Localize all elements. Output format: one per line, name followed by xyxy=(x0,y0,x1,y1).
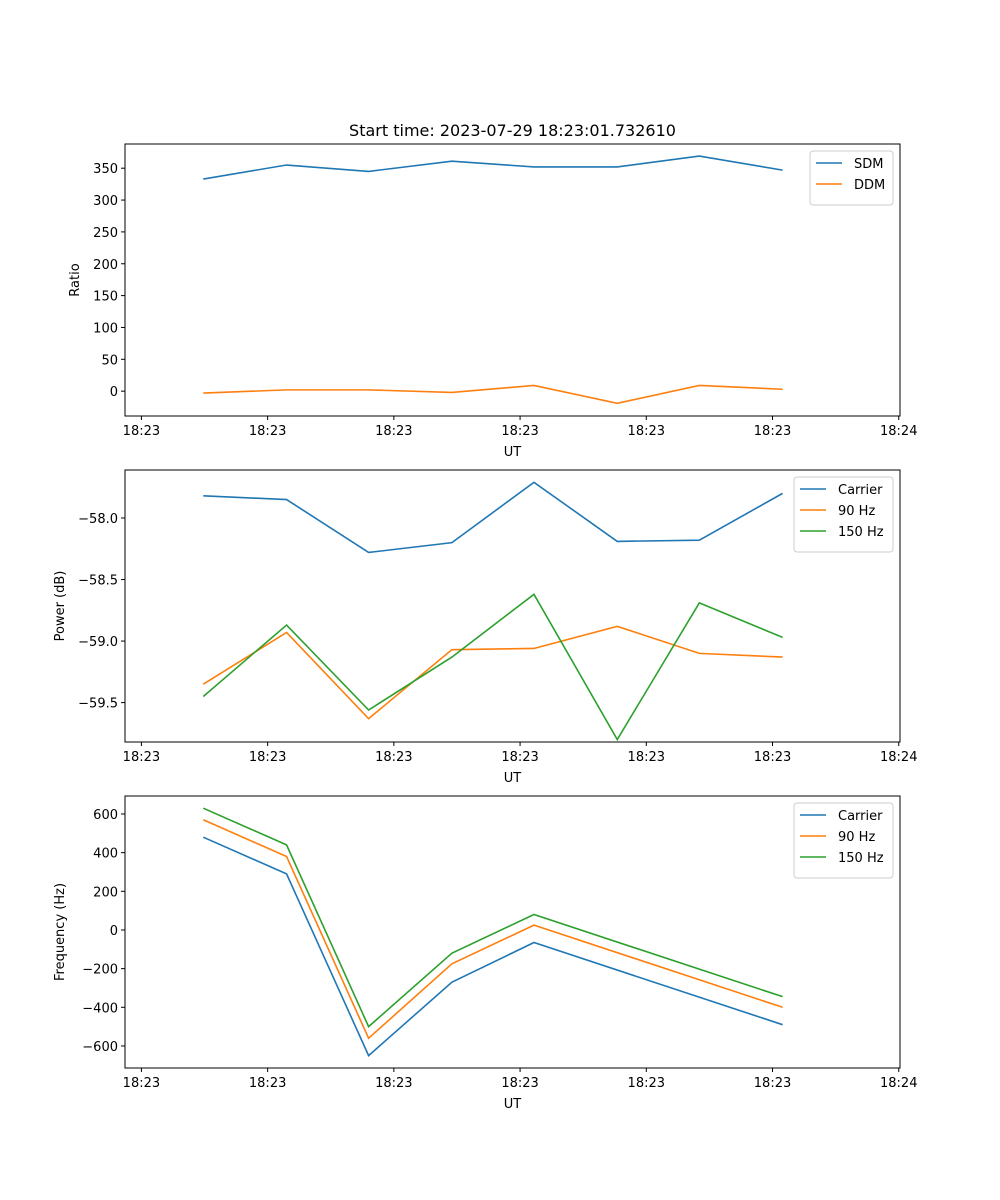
axes-frame xyxy=(124,143,901,417)
x-tick-label: 18:23 xyxy=(249,750,286,765)
series-line-carrier xyxy=(202,836,783,1057)
legend-label: Carrier xyxy=(838,809,883,824)
y-tick-label: 0 xyxy=(110,385,118,400)
x-tick-label: 18:23 xyxy=(123,750,160,765)
x-tick-label: 18:23 xyxy=(375,1076,412,1091)
x-tick-label: 18:23 xyxy=(501,424,538,439)
y-tick-label: 200 xyxy=(93,258,118,273)
series-line-ddm xyxy=(203,384,783,405)
axes-frame xyxy=(124,795,901,1069)
x-tick-label: 18:23 xyxy=(754,750,791,765)
y-tick-label: 600 xyxy=(93,808,118,823)
legend: Carrier 90 Hz 150 Hz xyxy=(793,476,894,553)
legend-label: Carrier xyxy=(838,483,883,498)
chart-title: Start time: 2023-07-29 18:23:01.732610 xyxy=(349,121,676,140)
x-tick-label: 18:24 xyxy=(880,424,917,439)
series-line-90-hz xyxy=(202,819,783,1040)
series-line-150-hz xyxy=(202,593,783,742)
series-line-carrier xyxy=(203,481,784,554)
y-axis-label: Frequency (Hz) xyxy=(53,883,68,981)
subplot-3: 18:23 18:23 18:23 18:23 18:23 18:23 18:24 600 40… xyxy=(53,795,917,1112)
legend: SDM DDM xyxy=(809,150,894,206)
legend-label: DDM xyxy=(854,178,885,193)
legend-label: 90 Hz xyxy=(838,504,875,519)
subplot-2: 18:23 18:23 18:23 18:23 18:23 18:23 18:24 −58.0… xyxy=(53,469,917,786)
legend-label: 90 Hz xyxy=(838,830,875,845)
y-tick-label: 100 xyxy=(93,321,118,336)
y-tick-label: −400 xyxy=(82,1001,118,1016)
y-tick-label: 200 xyxy=(93,885,118,900)
y-tick-label: 0 xyxy=(110,924,118,939)
x-tick-label: 18:23 xyxy=(501,1076,538,1091)
y-tick-label: −59.5 xyxy=(78,697,118,712)
x-tick-label: 18:23 xyxy=(628,424,665,439)
legend-box xyxy=(793,476,894,553)
x-tick-label: 18:23 xyxy=(628,750,665,765)
x-axis-label: UT xyxy=(504,1097,522,1112)
y-tick-label: 50 xyxy=(101,353,118,368)
y-tick-label: 250 xyxy=(93,226,118,241)
legend-box xyxy=(809,150,894,206)
y-tick-label: −200 xyxy=(82,963,118,978)
x-axis-label: UT xyxy=(504,771,522,786)
series-line-150-hz xyxy=(202,807,783,1028)
y-tick-label: −58.5 xyxy=(78,574,118,589)
x-tick-label: 18:23 xyxy=(123,1076,160,1091)
x-tick-label: 18:23 xyxy=(501,750,538,765)
legend-box xyxy=(793,802,894,879)
series-line-sdm xyxy=(203,155,783,180)
legend: Carrier 90 Hz 150 Hz xyxy=(793,802,894,879)
x-tick-label: 18:23 xyxy=(754,424,791,439)
y-tick-label: 350 xyxy=(93,162,118,177)
x-tick-label: 18:23 xyxy=(123,424,160,439)
y-tick-label: −600 xyxy=(82,1040,118,1055)
x-tick-label: 18:23 xyxy=(628,1076,665,1091)
x-tick-label: 18:24 xyxy=(880,1076,917,1091)
x-tick-label: 18:23 xyxy=(375,424,412,439)
x-tick-label: 18:23 xyxy=(375,750,412,765)
x-tick-label: 18:23 xyxy=(249,424,286,439)
x-tick-label: 18:23 xyxy=(754,1076,791,1091)
y-tick-label: −59.0 xyxy=(78,635,118,650)
x-tick-label: 18:23 xyxy=(249,1076,286,1091)
x-axis-label: UT xyxy=(504,445,522,460)
legend-label: 150 Hz xyxy=(838,851,884,866)
legend-label: SDM xyxy=(854,157,883,172)
series-line-90-hz xyxy=(202,625,783,720)
y-axis-label: Power (dB) xyxy=(53,571,68,642)
y-tick-label: 400 xyxy=(93,847,118,862)
subplot-1: Start time: 2023-07-29 18:23:01.732610 18… xyxy=(68,121,917,460)
x-tick-label: 18:24 xyxy=(880,750,917,765)
y-tick-label: −58.0 xyxy=(78,512,118,527)
y-axis-label: Ratio xyxy=(68,263,83,296)
legend-label: 150 Hz xyxy=(838,525,884,540)
y-tick-label: 300 xyxy=(93,194,118,209)
y-tick-label: 150 xyxy=(93,290,118,305)
axes-frame xyxy=(124,469,901,743)
